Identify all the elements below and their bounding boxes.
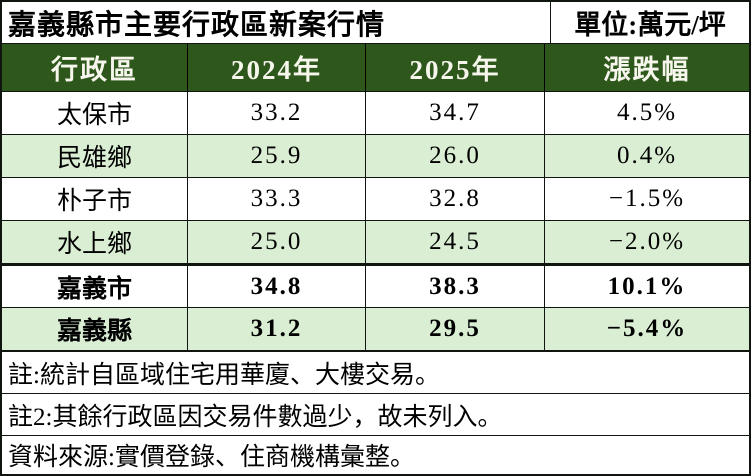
cell-change: 0.4% bbox=[616, 142, 678, 169]
cell-district: 嘉義縣 bbox=[2, 308, 188, 350]
source-note: 資料來源:實價登錄、住商機構彙整。 bbox=[2, 436, 749, 474]
cell-district: 民雄鄉 bbox=[2, 135, 188, 177]
cell-change: −5.4% bbox=[606, 315, 688, 342]
col-header-2025: 2025年 bbox=[366, 44, 545, 91]
cell-2025: 38.3 bbox=[366, 266, 545, 307]
cell-2025: 34.7 bbox=[366, 92, 545, 134]
table-row-taibao: 太保市 33.2 34.7 4.5% bbox=[2, 92, 749, 135]
footnote-2: 註2:其餘行政區因交易件數過少，故未列入。 bbox=[2, 394, 749, 436]
cell-district: 水上鄉 bbox=[2, 221, 188, 263]
cell-2025: 26.0 bbox=[366, 135, 545, 177]
cell-2024: 33.2 bbox=[188, 92, 366, 134]
col-header-2024: 2024年 bbox=[188, 44, 366, 91]
cell-district: 嘉義市 bbox=[2, 266, 188, 307]
cell-2024: 25.0 bbox=[188, 221, 366, 263]
table-row-puzi: 朴子市 33.3 32.8 −1.5% bbox=[2, 178, 749, 221]
cell-2025: 24.5 bbox=[366, 221, 545, 263]
table-row-shuishang: 水上鄉 25.0 24.5 −2.0% bbox=[2, 221, 749, 264]
col-header-change: 漲跌幅 bbox=[603, 55, 691, 85]
cell-2025: 29.5 bbox=[366, 308, 545, 350]
footnote-1: 註:統計自區域住宅用華廈、大樓交易。 bbox=[2, 352, 749, 394]
cell-2025: 32.8 bbox=[366, 178, 545, 220]
table-row-chiayi-city: 嘉義市 34.8 38.3 10.1% bbox=[2, 264, 749, 308]
table-row-chiayi-county: 嘉義縣 31.2 29.5 −5.4% bbox=[2, 308, 749, 352]
title-row: 嘉義縣市主要行政區新案行情 單位:萬元/坪 bbox=[2, 2, 749, 44]
cell-district: 朴子市 bbox=[2, 178, 188, 220]
cell-change: 4.5% bbox=[616, 99, 678, 126]
cell-change: −1.5% bbox=[608, 185, 686, 212]
cell-2024: 31.2 bbox=[188, 308, 366, 350]
cell-2024: 34.8 bbox=[188, 266, 366, 307]
cell-district: 太保市 bbox=[2, 92, 188, 134]
column-header-row: 行政區 2024年 2025年 漲跌幅 bbox=[2, 44, 749, 92]
table-row-minxiong: 民雄鄉 25.9 26.0 0.4% bbox=[2, 135, 749, 178]
page-title: 嘉義縣市主要行政區新案行情 bbox=[2, 2, 551, 43]
cell-change: 10.1% bbox=[607, 272, 687, 300]
cell-2024: 33.3 bbox=[188, 178, 366, 220]
cell-change: −2.0% bbox=[608, 228, 686, 255]
cell-2024: 25.9 bbox=[188, 135, 366, 177]
unit-label: 單位:萬元/坪 bbox=[574, 10, 726, 40]
col-header-district: 行政區 bbox=[2, 44, 188, 91]
